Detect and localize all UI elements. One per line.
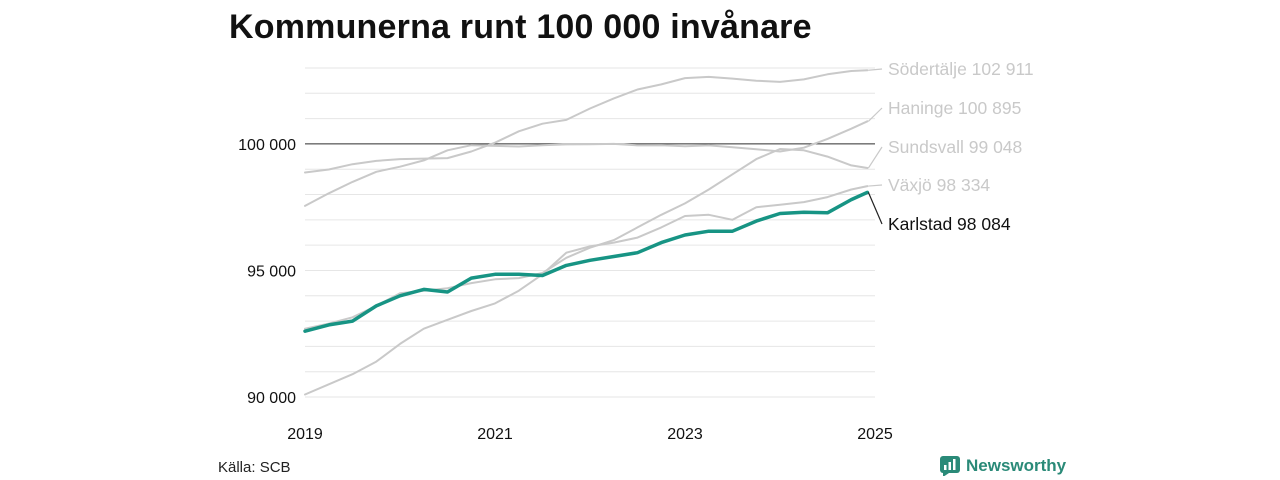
brand[interactable]: Newsworthy <box>940 456 1066 476</box>
series-line-haninge <box>304 120 869 207</box>
x-tick-label: 2023 <box>667 426 703 443</box>
x-axis: 2019 2021 2023 2025 <box>287 426 893 443</box>
gridlines <box>305 67 875 398</box>
source-note: Källa: SCB <box>218 459 291 476</box>
x-tick-label: 2021 <box>477 426 513 443</box>
series-label-södertälje: Södertälje 102 911 <box>888 59 1034 79</box>
y-tick-label: 95 000 <box>247 263 296 280</box>
x-tick-label: 2019 <box>287 426 323 443</box>
series-label-karlstad: Karlstad 98 084 <box>888 214 1011 234</box>
brand-name: Newsworthy <box>966 456 1067 475</box>
series-label-sundsvall: Sundsvall 99 048 <box>888 137 1022 157</box>
series-lines <box>303 69 870 396</box>
series-line-södertälje <box>304 69 869 174</box>
series-labels: Södertälje 102 911 Haninge 100 895 Sundsva… <box>867 59 1034 234</box>
label-leader-line <box>867 107 883 122</box>
label-leader-line <box>867 146 883 169</box>
y-axis: 90 000 95 000 100 000 <box>238 137 296 407</box>
series-label-växjö: Växjö 98 334 <box>888 175 990 195</box>
x-tick-label: 2025 <box>857 426 893 443</box>
label-leader-line <box>868 68 883 71</box>
series-line-växjö <box>304 185 869 396</box>
label-leader-line <box>867 192 883 225</box>
label-leader-line <box>868 184 883 187</box>
series-label-haninge: Haninge 100 895 <box>888 98 1021 118</box>
y-tick-label: 90 000 <box>247 390 296 407</box>
series-line-sundsvall <box>304 148 869 330</box>
series-line-karlstad <box>303 190 870 333</box>
chart-title: Kommunerna runt 100 000 invånare <box>229 8 812 46</box>
newsworthy-logo-icon <box>940 456 960 476</box>
y-tick-label: 100 000 <box>238 137 296 154</box>
